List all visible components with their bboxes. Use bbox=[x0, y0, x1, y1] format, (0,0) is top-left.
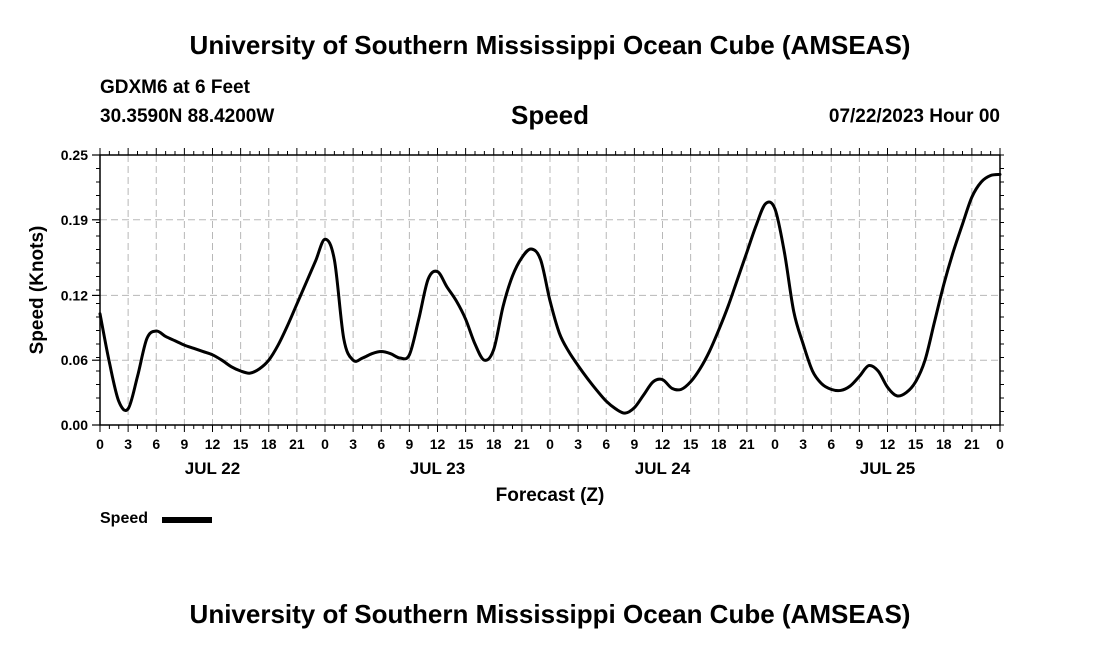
x-tick-label: 0 bbox=[771, 436, 779, 452]
coordinates-label: 30.3590N 88.4200W bbox=[100, 106, 275, 127]
x-tick-label: 15 bbox=[233, 436, 249, 452]
series-layer bbox=[98, 172, 1002, 415]
x-tick-label: 3 bbox=[574, 436, 582, 452]
x-tick-label: 0 bbox=[321, 436, 329, 452]
day-label: JUL 24 bbox=[635, 459, 691, 478]
y-tick-label: 0.12 bbox=[61, 287, 88, 303]
x-tick-label: 12 bbox=[430, 436, 446, 452]
x-tick-label: 12 bbox=[655, 436, 671, 452]
x-tick-label: 9 bbox=[630, 436, 638, 452]
x-tick-label: 3 bbox=[124, 436, 132, 452]
x-tick-label: 15 bbox=[458, 436, 474, 452]
x-tick-label: 12 bbox=[880, 436, 896, 452]
x-tick-label: 6 bbox=[152, 436, 160, 452]
forecast-datetime: 07/22/2023 Hour 00 bbox=[828, 106, 1000, 127]
plot-frame bbox=[99, 154, 1001, 426]
x-tick-label: 18 bbox=[711, 436, 727, 452]
x-tick-label: 21 bbox=[289, 436, 305, 452]
speed-series-line bbox=[98, 172, 1002, 415]
x-tick-label: 0 bbox=[546, 436, 554, 452]
x-tick-label: 18 bbox=[936, 436, 952, 452]
y-tick-label: 0.00 bbox=[61, 417, 88, 433]
y-tick-label: 0.19 bbox=[61, 212, 88, 228]
day-label: JUL 22 bbox=[185, 459, 240, 478]
x-tick-label: 15 bbox=[908, 436, 924, 452]
page-title-top: University of Southern Mississippi Ocean… bbox=[189, 30, 911, 60]
legend-swatch bbox=[162, 517, 212, 523]
x-tick-label: 21 bbox=[964, 436, 980, 452]
y-tick-label: 0.25 bbox=[61, 147, 88, 163]
x-tick-label: 0 bbox=[996, 436, 1004, 452]
x-tick-label: 9 bbox=[405, 436, 413, 452]
chart-title: Speed bbox=[510, 100, 590, 130]
x-tick-label: 6 bbox=[377, 436, 385, 452]
day-label: JUL 25 bbox=[860, 459, 915, 478]
x-tick-label: 21 bbox=[739, 436, 755, 452]
axis-labels: 0.00 0.06 0.12 0.19 0.25 0 3 6 9 12 15 18 21 0 3 6 9 12 15… bbox=[27, 147, 1004, 506]
x-tick-label: 21 bbox=[514, 436, 530, 452]
page-title-bottom: University of Southern Mississippi Ocean… bbox=[189, 599, 911, 629]
x-tick-label: 6 bbox=[602, 436, 610, 452]
x-tick-label: 3 bbox=[349, 436, 357, 452]
x-tick-label: 9 bbox=[180, 436, 188, 452]
x-axis-title: Forecast (Z) bbox=[496, 485, 605, 506]
x-tick-label: 3 bbox=[799, 436, 807, 452]
y-tick-label: 0.06 bbox=[61, 352, 88, 368]
x-tick-label: 18 bbox=[486, 436, 502, 452]
x-tick-label: 9 bbox=[855, 436, 863, 452]
x-tick-label: 18 bbox=[261, 436, 277, 452]
x-tick-label: 0 bbox=[96, 436, 104, 452]
y-axis-title: Speed (Knots) bbox=[27, 226, 48, 355]
station-label: GDXM6 at 6 Feet bbox=[100, 77, 250, 98]
axes bbox=[92, 148, 1004, 432]
x-tick-label: 15 bbox=[683, 436, 699, 452]
grid bbox=[100, 155, 1000, 425]
x-tick-label: 6 bbox=[827, 436, 835, 452]
legend-label: Speed bbox=[100, 510, 149, 527]
day-label: JUL 23 bbox=[410, 459, 465, 478]
x-tick-label: 12 bbox=[205, 436, 221, 452]
